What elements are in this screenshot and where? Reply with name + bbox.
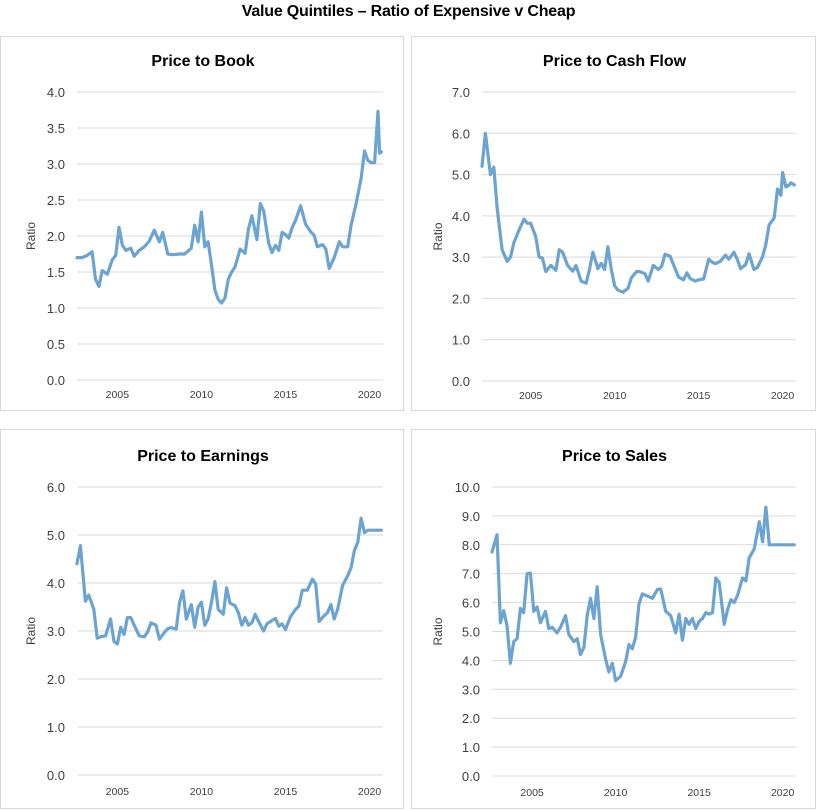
- series-line-price-to-sales: [490, 505, 796, 683]
- y-tick-label: 0.0: [462, 769, 480, 784]
- x-tick-label: 2010: [603, 390, 627, 402]
- chart-panel-price-to-cash-flow: Price to Cash Flow 0.0 1.0 2.0 3.0 4.0 5.0 6.0 7…: [411, 36, 816, 411]
- x-tick-label: 2015: [687, 390, 711, 402]
- chart-panel-price-to-sales: Price to Sales 0.0 1.0 2.0 3.0 4.0 5.0 6.0 7.0 8.…: [411, 429, 816, 809]
- y-tick-label: 5.0: [462, 625, 480, 640]
- x-tick-label: 2020: [771, 787, 795, 799]
- y-axis-label: Ratio: [24, 222, 38, 250]
- y-tick-label: 0.5: [47, 337, 65, 352]
- chart-price-to-book: Price to Book 0.0 0.5 1.0 1.5 2.0 2.5 3.0 3.5 4.0…: [24, 53, 383, 401]
- y-tick-label: 3.0: [462, 682, 480, 697]
- y-tick-label: 7.0: [452, 85, 470, 100]
- y-axis-label: Ratio: [431, 222, 445, 250]
- chart-price-to-sales: Price to Sales 0.0 1.0 2.0 3.0 4.0 5.0 6.0 7.0 8.…: [431, 448, 796, 799]
- y-tick-label: 2.0: [462, 711, 480, 726]
- series-line-price-to-earnings: [75, 516, 383, 646]
- chart-price-to-earnings: Price to Earnings 0.0 1.0 2.0 3.0 4.0 5.0 6.0 20…: [24, 448, 383, 798]
- y-axis-label: Ratio: [431, 617, 445, 645]
- y-tick-label: 8.0: [462, 538, 480, 553]
- x-tick-label: 2005: [106, 389, 130, 401]
- y-tick-label: 4.0: [47, 85, 65, 100]
- y-tick-label: 7.0: [462, 567, 480, 582]
- y-tick-label: 2.0: [47, 229, 65, 244]
- y-tick-label: 3.5: [47, 121, 65, 136]
- y-tick-label: 9.0: [462, 509, 480, 524]
- x-tick-label: 2010: [190, 389, 214, 401]
- y-tick-label: 6.0: [47, 480, 65, 495]
- y-tick-label: 10.0: [455, 480, 480, 495]
- chart-panel-price-to-earnings: Price to Earnings 0.0 1.0 2.0 3.0 4.0 5.0 6.0 20…: [0, 429, 404, 809]
- y-tick-label: 1.5: [47, 265, 65, 280]
- chart-price-to-cash-flow: Price to Cash Flow 0.0 1.0 2.0 3.0 4.0 5.0 6.0 7…: [431, 53, 796, 402]
- y-tick-label: 5.0: [452, 168, 470, 183]
- y-tick-label: 0.0: [47, 768, 65, 783]
- y-tick-label: 4.0: [452, 209, 470, 224]
- y-tick-label: 4.0: [47, 576, 65, 591]
- y-tick-label: 1.0: [47, 301, 65, 316]
- y-tick-label: 1.0: [462, 740, 480, 755]
- y-tick-label: 0.0: [452, 374, 470, 389]
- y-tick-label: 6.0: [452, 126, 470, 141]
- y-tick-label: 2.5: [47, 193, 65, 208]
- series-line-price-to-book: [75, 109, 383, 305]
- x-tick-label: 2010: [604, 787, 628, 799]
- y-tick-label: 3.0: [452, 250, 470, 265]
- y-tick-label: 1.0: [47, 720, 65, 735]
- x-tick-label: 2015: [687, 787, 711, 799]
- y-tick-label: 2.0: [47, 672, 65, 687]
- y-tick-label: 0.0: [47, 373, 65, 388]
- x-tick-label: 2020: [771, 390, 795, 402]
- x-tick-label: 2020: [358, 786, 382, 798]
- page-title: Value Quintiles – Ratio of Expensive v C…: [241, 3, 576, 20]
- y-tick-label: 3.0: [47, 624, 65, 639]
- x-tick-label: 2015: [274, 786, 298, 798]
- chart-title: Price to Earnings: [137, 448, 269, 465]
- x-tick-label: 2005: [520, 787, 544, 799]
- y-tick-label: 5.0: [47, 528, 65, 543]
- y-tick-label: 3.0: [47, 157, 65, 172]
- chart-title: Price to Cash Flow: [543, 53, 687, 70]
- y-tick-label: 6.0: [462, 596, 480, 611]
- chart-title: Price to Book: [151, 53, 254, 70]
- x-tick-label: 2020: [358, 389, 382, 401]
- x-tick-label: 2005: [106, 786, 130, 798]
- series-line-price-to-cash-flow: [480, 131, 796, 294]
- y-tick-label: 1.0: [452, 333, 470, 348]
- y-axis-label: Ratio: [24, 617, 38, 645]
- x-tick-label: 2005: [519, 390, 543, 402]
- chart-title: Price to Sales: [562, 448, 667, 465]
- x-tick-label: 2015: [274, 389, 298, 401]
- y-tick-label: 4.0: [462, 653, 480, 668]
- chart-panel-price-to-book: Price to Book 0.0 0.5 1.0 1.5 2.0 2.5 3.0 3.5 4.0…: [0, 36, 404, 411]
- y-tick-label: 2.0: [452, 291, 470, 306]
- x-tick-label: 2010: [190, 786, 214, 798]
